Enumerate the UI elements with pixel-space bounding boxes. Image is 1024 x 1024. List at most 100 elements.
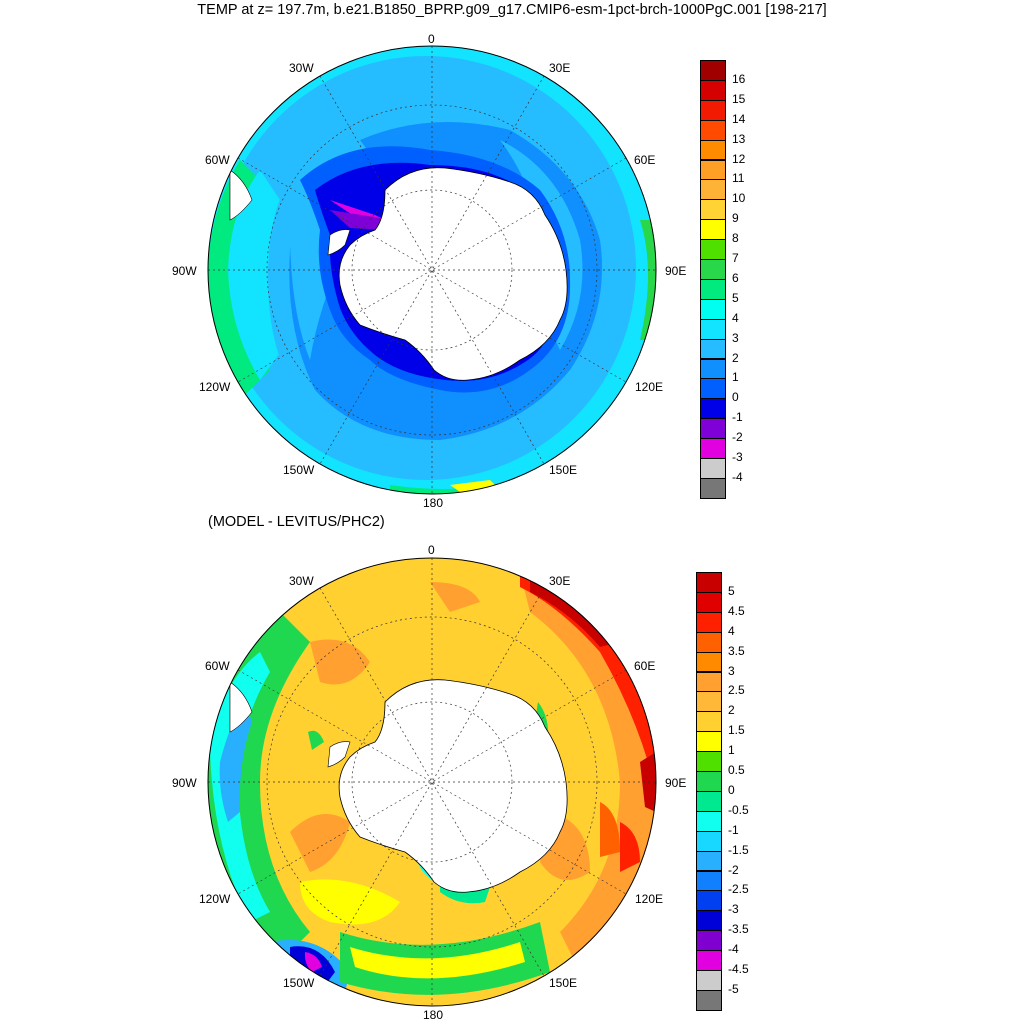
colorbar-label: 1.5 bbox=[728, 723, 745, 738]
colorbar-swatch bbox=[696, 870, 722, 892]
lon-label: 150E bbox=[549, 976, 578, 990]
colorbar-swatch bbox=[696, 950, 722, 971]
colorbar-swatch bbox=[700, 358, 726, 380]
colorbar-label: -1 bbox=[732, 410, 743, 425]
colorbar-swatch bbox=[700, 239, 726, 260]
colorbar-label: 9 bbox=[732, 211, 739, 226]
colorbar-swatch bbox=[696, 651, 722, 673]
bottom-polar-map bbox=[207, 557, 657, 1007]
colorbar-swatch bbox=[700, 278, 726, 300]
colorbar-label: -1 bbox=[728, 822, 739, 837]
colorbar-swatch bbox=[696, 970, 722, 991]
top-graticule bbox=[208, 46, 656, 494]
colorbar-label: 8 bbox=[732, 231, 739, 246]
colorbar-swatch bbox=[700, 318, 726, 340]
colorbar-swatch bbox=[696, 910, 722, 932]
colorbar-label: 2 bbox=[732, 350, 739, 365]
top-polar-map bbox=[207, 45, 657, 495]
colorbar-label: -3 bbox=[728, 902, 739, 917]
colorbar-label: 5 bbox=[732, 290, 739, 305]
bottom-graticule bbox=[208, 558, 656, 1006]
colorbar-swatch bbox=[696, 711, 722, 733]
colorbar-label: 0 bbox=[732, 390, 739, 405]
colorbar-label: 3 bbox=[728, 663, 735, 678]
colorbar-swatch bbox=[696, 671, 722, 693]
colorbar-swatch bbox=[700, 79, 726, 101]
colorbar-swatch bbox=[700, 159, 726, 181]
colorbar-swatch bbox=[700, 378, 726, 400]
colorbar-label: 1 bbox=[732, 370, 739, 385]
colorbar-swatch bbox=[696, 731, 722, 753]
lon-label: 60E bbox=[634, 153, 656, 167]
colorbar-swatch bbox=[700, 298, 726, 320]
lon-label: 0 bbox=[428, 32, 435, 46]
colorbar-swatch bbox=[696, 771, 722, 792]
colorbar-label: 0 bbox=[728, 782, 735, 797]
colorbar-label: -3.5 bbox=[728, 922, 749, 937]
colorbar-swatch bbox=[696, 890, 722, 912]
lon-label: 0 bbox=[428, 543, 435, 557]
colorbar-label: 4 bbox=[732, 310, 739, 325]
antarctica-land bbox=[338, 167, 568, 381]
colorbar-label: 13 bbox=[732, 131, 746, 146]
colorbar-swatch bbox=[700, 99, 726, 121]
colorbar-swatch bbox=[700, 338, 726, 360]
colorbar-swatch bbox=[700, 219, 726, 241]
colorbar-swatch bbox=[696, 691, 722, 713]
lon-label: 120E bbox=[635, 380, 664, 394]
lon-label: 30W bbox=[289, 574, 314, 588]
colorbar-label: -4 bbox=[728, 942, 739, 957]
colorbar-label: 3 bbox=[732, 330, 739, 345]
colorbar-label: -4 bbox=[732, 469, 743, 484]
top-temperature-field bbox=[208, 46, 656, 494]
lon-label: 30E bbox=[549, 61, 571, 75]
colorbar-swatch bbox=[696, 930, 722, 952]
colorbar-label: 7 bbox=[732, 251, 739, 265]
colorbar-swatch bbox=[696, 989, 722, 1011]
colorbar-swatch bbox=[700, 139, 726, 161]
colorbar-swatch bbox=[696, 751, 722, 772]
lon-label: 90E bbox=[665, 264, 687, 278]
colorbar-swatch bbox=[700, 119, 726, 141]
colorbar-label: -2 bbox=[728, 862, 739, 877]
colorbar-label: 10 bbox=[732, 191, 746, 206]
colorbar-label: -3 bbox=[732, 450, 743, 464]
bottom-title: (MODEL - LEVITUS/PHC2) bbox=[208, 514, 385, 530]
lon-label: 90W bbox=[172, 264, 197, 278]
lon-label: 60E bbox=[634, 659, 656, 673]
colorbar-label: 2 bbox=[728, 703, 735, 718]
lon-label: 150E bbox=[549, 463, 578, 477]
colorbar-swatch bbox=[696, 830, 722, 852]
colorbar-swatch bbox=[696, 591, 722, 613]
lon-label: 150W bbox=[283, 976, 315, 990]
colorbar-label: 1 bbox=[728, 743, 735, 758]
antarctica-land-bottom bbox=[338, 679, 568, 893]
colorbar-swatch bbox=[700, 477, 726, 499]
colorbar-label: -2.5 bbox=[728, 882, 749, 897]
colorbar-swatch bbox=[700, 199, 726, 221]
colorbar-label: 3.5 bbox=[728, 643, 745, 658]
lon-label: 90E bbox=[665, 776, 687, 790]
lon-label: 60W bbox=[205, 153, 230, 167]
lon-label: 120W bbox=[199, 892, 231, 906]
colorbar-label: 15 bbox=[732, 91, 746, 106]
lon-label: 150W bbox=[283, 463, 315, 477]
colorbar-swatch bbox=[696, 850, 722, 872]
lon-label: 120W bbox=[199, 380, 231, 394]
lon-label: 30E bbox=[549, 574, 571, 588]
bottom-anomaly-field bbox=[208, 558, 656, 1006]
lon-label: 30W bbox=[289, 61, 314, 75]
colorbar-label: 4 bbox=[728, 623, 735, 638]
colorbar-swatch bbox=[700, 60, 726, 81]
colorbar-label: -2 bbox=[732, 430, 743, 445]
colorbar-swatch bbox=[696, 790, 722, 812]
top-title: TEMP at z= 197.7m, b.e21.B1850_BPRP.g09_… bbox=[197, 2, 827, 18]
colorbar-swatch bbox=[700, 259, 726, 280]
colorbar-swatch bbox=[700, 418, 726, 440]
colorbar-label: -1.5 bbox=[728, 842, 749, 857]
colorbar-label: 12 bbox=[732, 151, 746, 166]
colorbar-swatch bbox=[696, 572, 722, 593]
colorbar-label: -4.5 bbox=[728, 962, 749, 976]
colorbar-label: 5 bbox=[728, 583, 735, 598]
lon-label: 180 bbox=[423, 1008, 444, 1022]
